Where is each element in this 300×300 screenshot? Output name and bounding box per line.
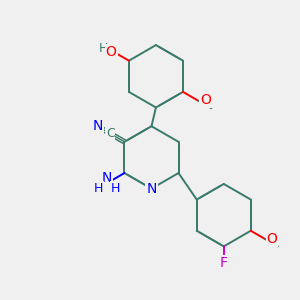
Text: F: F [220,256,228,270]
Text: N: N [93,119,103,134]
Text: N: N [102,171,112,185]
Text: O: O [106,45,116,59]
Text: O: O [266,232,277,246]
Text: H: H [98,42,108,55]
Text: O: O [106,45,117,59]
Text: H: H [104,44,113,57]
Text: H: H [94,182,103,195]
Text: C: C [106,127,115,140]
Text: H: H [110,182,120,195]
Text: N: N [146,182,157,196]
Text: O: O [200,93,211,107]
